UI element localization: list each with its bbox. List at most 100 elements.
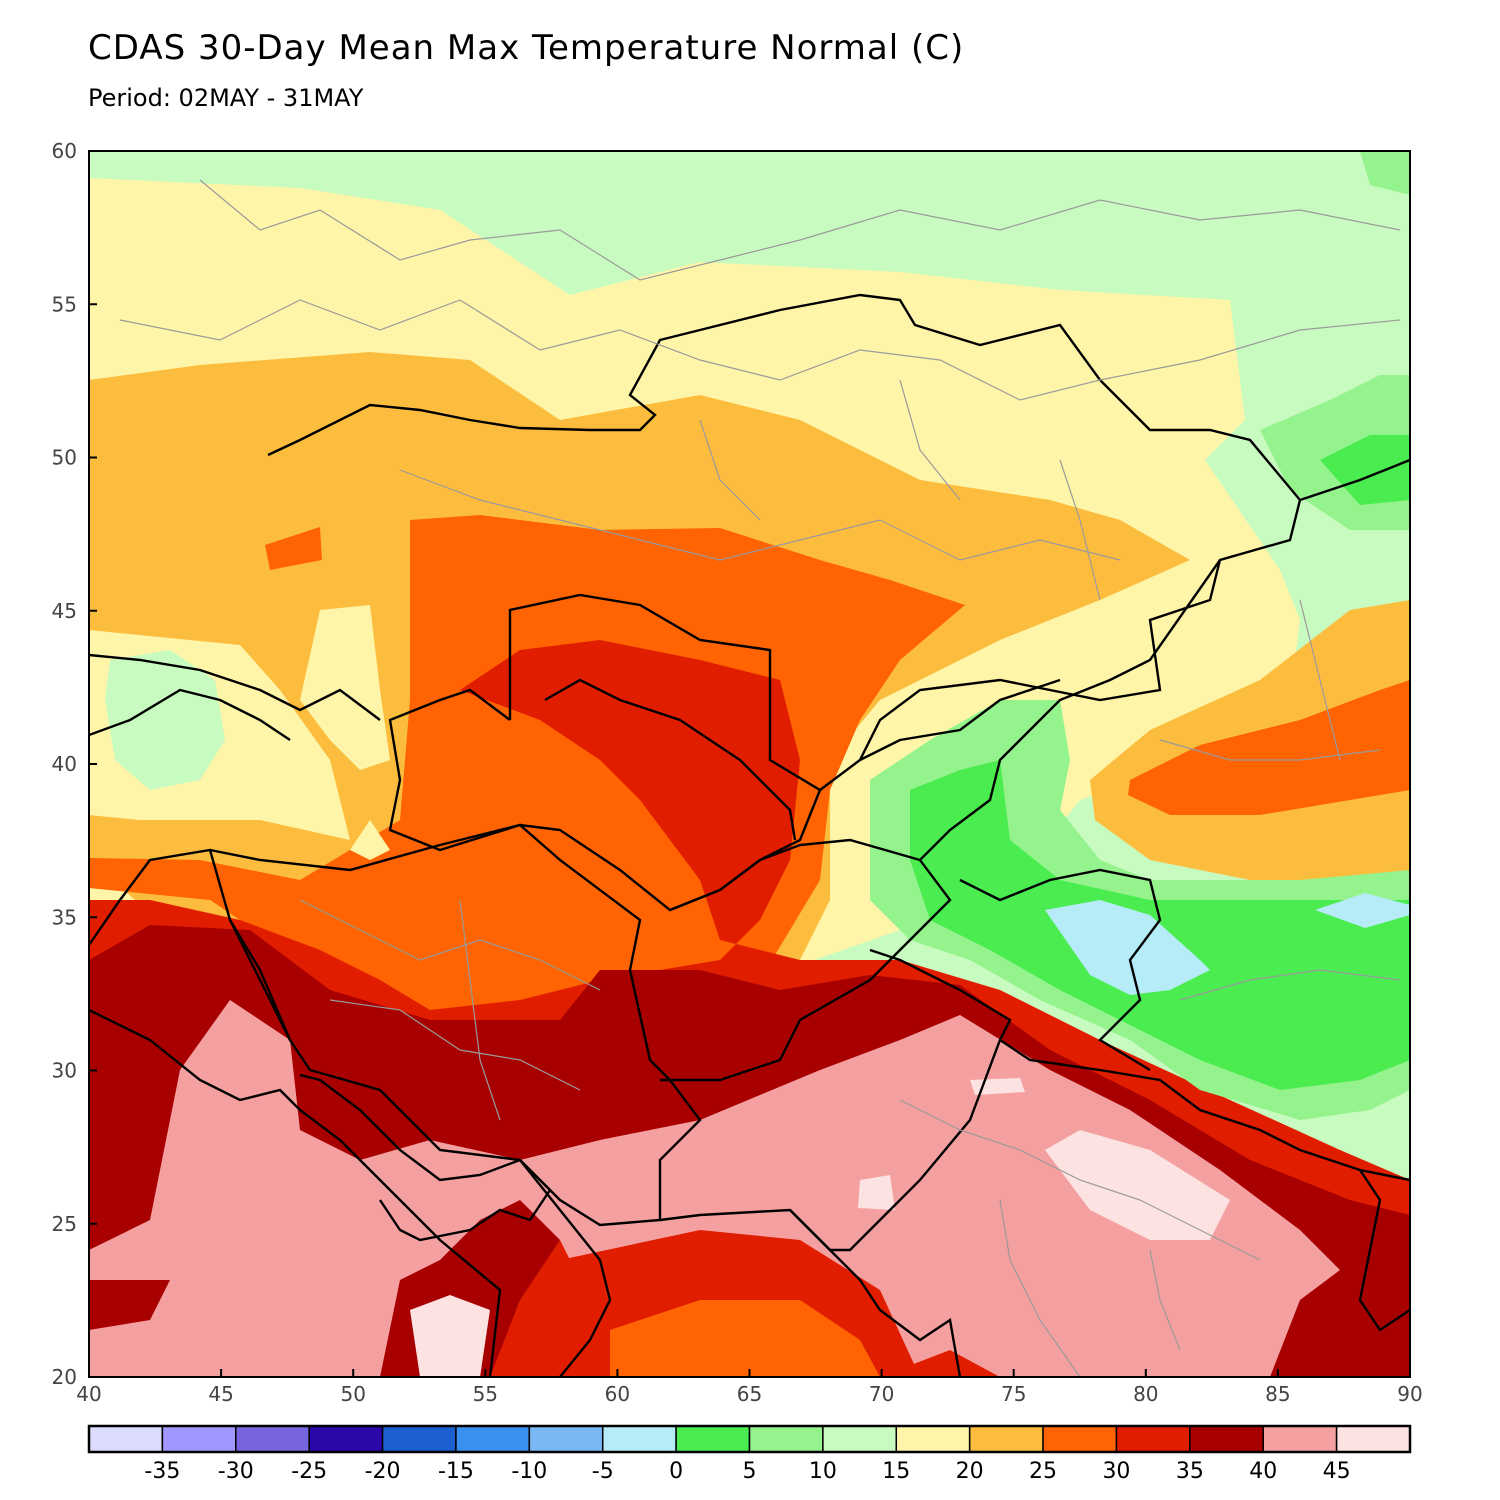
kazakhstan-border [267,293,1302,792]
colorbar-label: 5 [743,1459,757,1484]
admin-lines-north [199,179,1401,281]
admin-lines-kz [399,379,1121,601]
band-15-20-caucasus [105,650,225,790]
band-30-35-sea [610,1300,880,1377]
colorbar-swatch [1262,1425,1338,1453]
band-30-35-small [265,527,322,570]
lon-tick-label: 50 [340,1382,365,1406]
lon-tick-label: 75 [1001,1382,1026,1406]
colorbar-swatch [1335,1425,1411,1453]
lon-tick-label: 40 [76,1382,101,1406]
colorbar-swatch [381,1425,457,1453]
lat-tick-label: 50 [52,446,77,470]
band-30-35-east [1128,680,1410,815]
lat-tick-label: 25 [52,1212,77,1236]
colorbar-swatch [308,1425,384,1453]
admin-boundaries [119,179,1401,1377]
colorbar-label: -25 [291,1459,327,1484]
turkmenistan-border [544,678,797,841]
colorbar-swatch [968,1425,1044,1453]
kyrgyz-border [859,678,1061,762]
admin-lines-iran [299,899,601,1121]
colorbar-swatch [822,1425,898,1453]
colorbar-label: 15 [882,1459,910,1484]
china-border [919,559,1221,861]
band-20-25-caspian-b [350,820,390,860]
colorbar-swatch [1115,1425,1191,1453]
colorbar-swatch [675,1425,751,1453]
colorbar-label: 10 [809,1459,837,1484]
band-5-10-north [1320,435,1410,505]
colorbar-label: -5 [592,1459,614,1484]
colorbar-label: -30 [218,1459,254,1484]
lat-tick-label: 40 [52,752,77,776]
colorbar-label: 20 [956,1459,984,1484]
band-above-50-a [410,1295,490,1377]
colorbar-swatch [528,1425,604,1453]
colorbar-label: 25 [1029,1459,1057,1484]
latitude-axis: 60 55 50 45 40 35 30 25 20 [52,139,97,1389]
lat-tick-label: 35 [52,905,77,929]
lat-tick-label: 60 [52,139,77,163]
russia-south-border [1299,458,1410,502]
lat-tick-label: 20 [52,1365,77,1389]
colorbar-swatch [161,1425,237,1453]
contour-fills [89,151,1410,1377]
colorbar-swatch [1042,1425,1118,1453]
country-borders [89,293,1410,1377]
lat-tick-label: 45 [52,599,77,623]
band-above-50-d [970,1078,1025,1095]
lat-tick-label: 30 [52,1059,77,1083]
iran-border [209,823,702,1227]
colorbar-swatch [88,1425,164,1453]
colorbar-label: -15 [438,1459,474,1484]
band-0-5-east [1315,893,1410,928]
lon-tick-label: 45 [208,1382,233,1406]
colorbar-label: -10 [511,1459,547,1484]
lon-tick-label: 60 [605,1382,630,1406]
colorbar-swatch [455,1425,531,1453]
india-west-coast [789,1209,962,1377]
lon-tick-label: 80 [1133,1382,1158,1406]
lon-tick-label: 90 [1397,1382,1422,1406]
bangladesh-border [1358,1169,1410,1332]
admin-lines-india [899,1099,1261,1377]
gulf-coast [299,1073,552,1242]
colorbar-label: -20 [365,1459,401,1484]
oman-border [519,1159,612,1377]
colorbar-swatch [235,1425,310,1453]
colorbar-label: 0 [669,1459,683,1484]
afghanistan-border [660,838,952,1082]
chart-title: CDAS 30-Day Mean Max Temperature Normal … [88,28,965,68]
colorbar-label: -35 [144,1459,180,1484]
caucasus-border [89,653,381,721]
band-above-50-c [858,1175,895,1210]
admin-lines-china [1159,599,1401,1001]
colorbar-swatch [601,1425,677,1453]
lon-tick-label: 70 [869,1382,894,1406]
lon-tick-label: 55 [473,1382,498,1406]
lat-tick-label: 55 [52,292,77,316]
admin-lines-mid [119,299,1401,401]
colorbar-swatch [1189,1425,1264,1453]
colorbar-label: 35 [1176,1459,1204,1484]
india-border [999,1039,1410,1182]
longitude-axis: 40 45 50 55 60 65 70 75 80 85 90 [76,1369,1423,1406]
colorbar: -35 -30 -25 -20 -15 -10 -5 0 5 10 15 20 25 30 35 40 45 [87,1424,1412,1484]
lon-tick-label: 65 [737,1382,762,1406]
band-45-50 [89,1000,1340,1377]
colorbar-swatch [748,1425,824,1453]
band-0-5 [1045,900,1210,995]
iraq-border [89,848,292,1041]
band-above-50-b [1045,1130,1230,1240]
tibet-border [959,868,1162,1072]
band-15-20-north [1360,151,1410,195]
turkey-border [89,688,291,741]
colorbar-swatch [895,1425,971,1453]
colorbar-frame [87,1424,1412,1454]
colorbar-label: 30 [1102,1459,1130,1484]
chart-subtitle: Period: 02MAY - 31MAY [88,84,364,112]
colorbar-label: 45 [1323,1459,1351,1484]
colorbar-label: 40 [1249,1459,1277,1484]
